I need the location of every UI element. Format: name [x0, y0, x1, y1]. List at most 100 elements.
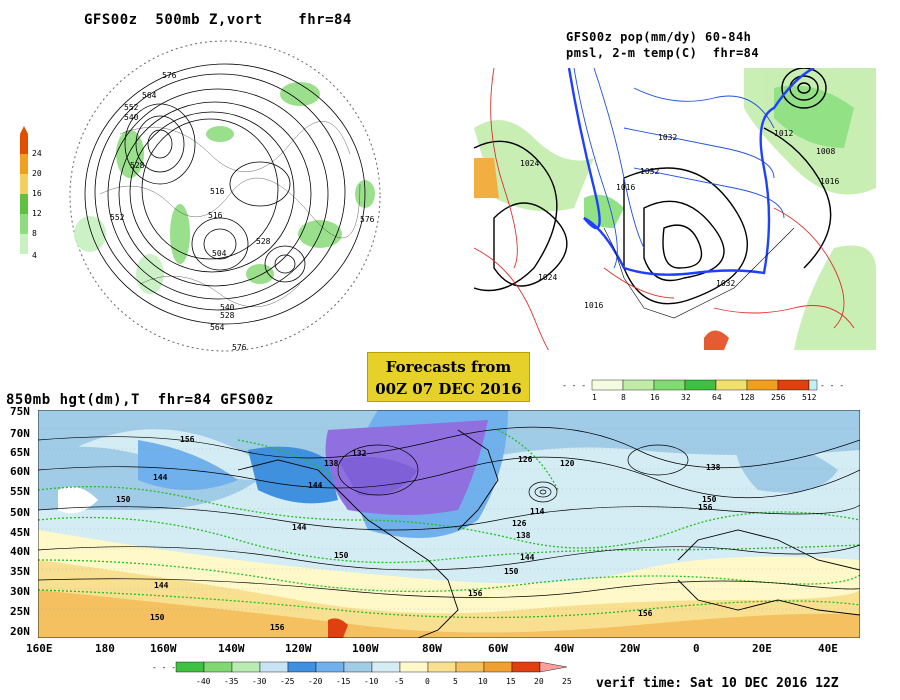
contour-label: 132 [352, 449, 367, 458]
contour-label: 1016 [584, 301, 603, 310]
colorbar-tick: 20 [32, 169, 42, 178]
panel-850mb-title: 850mb hgt(dm),T fhr=84 GFS00z [6, 392, 274, 408]
contour-label: 150 [116, 495, 131, 504]
lon-label: 40E [818, 642, 838, 655]
lat-label: 55N [10, 485, 30, 498]
colorbar-tick: 16 [32, 189, 42, 198]
panel-pop-title-2: pmsl, 2-m temp(C) fhr=84 [566, 46, 760, 60]
contour-label: 138 [706, 463, 721, 472]
contour-label: 1032 [640, 167, 659, 176]
lon-label: 140W [218, 642, 245, 655]
contour-label: 1012 [774, 129, 793, 138]
svg-text:- - -: - - - [562, 381, 586, 390]
forecast-banner-line2: 00Z 07 DEC 2016 [375, 380, 522, 398]
panel-850mb-colorbar: - - - -40 -35 -30 -25 -20 -15 -10 -5 0 5… [152, 661, 572, 686]
colorbar-tick: 128 [740, 393, 755, 402]
contour-label: 138 [516, 531, 531, 540]
contour-label: 150 [150, 613, 165, 622]
lon-label: 20W [620, 642, 640, 655]
colorbar-tick: -25 [280, 677, 295, 686]
lat-label: 65N [10, 446, 30, 459]
lat-label: 20N [10, 625, 30, 638]
colorbar-tick: -10 [364, 677, 379, 686]
contour-label: 156 [468, 589, 483, 598]
contour-label: 564 [210, 323, 225, 332]
colorbar-tick: 4 [32, 251, 37, 260]
lon-label: 20E [752, 642, 772, 655]
contour-label: 126 [512, 519, 527, 528]
contour-label: 540 [124, 113, 139, 122]
contour-label: 144 [520, 553, 535, 562]
contour-label: 576 [162, 71, 177, 80]
colorbar-tick: 15 [506, 677, 516, 686]
lon-label: 120W [285, 642, 312, 655]
contour-label: 552 [110, 213, 125, 222]
contour-label: 144 [153, 473, 168, 482]
contour-label: 156 [270, 623, 285, 632]
panel-pop-map: 1024 1024 1032 1032 1016 1008 1016 1012 … [474, 68, 876, 350]
colorbar-tick: 5 [453, 677, 458, 686]
colorbar-tick: 0 [425, 677, 430, 686]
colorbar-tick: 64 [712, 393, 722, 402]
colorbar-tick: 8 [621, 393, 626, 402]
contour-label: 1024 [538, 273, 557, 282]
contour-label: 1024 [520, 159, 539, 168]
colorbar-tick: 20 [534, 677, 544, 686]
panel-500mb-map: 576 564 552 540 528 516 504 528 516 576 … [69, 40, 381, 352]
lat-label: 50N [10, 506, 30, 519]
contour-label: 540 [220, 303, 235, 312]
contour-label: 528 [256, 237, 271, 246]
verif-time: verif time: Sat 10 DEC 2016 12Z [596, 676, 839, 691]
contour-label: 504 [212, 249, 227, 258]
panel-pop-colorbar: - - - - - - 1 8 16 32 64 128 256 512 [562, 379, 844, 402]
contour-label: 1008 [816, 147, 835, 156]
colorbar-tick: 16 [650, 393, 660, 402]
forecast-banner-line1: Forecasts from [385, 358, 512, 376]
contour-label: 564 [142, 91, 157, 100]
colorbar-tick: 24 [32, 149, 42, 158]
contour-label: 150 [504, 567, 519, 576]
lon-label: 160E [26, 642, 53, 655]
contour-label: 552 [124, 103, 139, 112]
lon-label: 160W [150, 642, 177, 655]
contour-label: 1032 [658, 133, 677, 142]
contour-label: 126 [518, 455, 533, 464]
colorbar-tick: 256 [771, 393, 786, 402]
panel-850mb-map: 156 144 150 132 138 144 126 120 114 126 … [38, 410, 860, 638]
lat-label: 30N [10, 585, 30, 598]
colorbar-tick: 8 [32, 229, 37, 238]
contour-label: 144 [292, 523, 307, 532]
panel-500mb-colorbar: 24 20 16 12 8 4 [20, 126, 42, 260]
colorbar-tick: 1 [592, 393, 597, 402]
contour-label: 528 [130, 161, 145, 170]
svg-text:- - -: - - - [152, 663, 176, 672]
contour-label: 144 [308, 481, 323, 490]
contour-label: 138 [324, 459, 339, 468]
lon-label: 100W [352, 642, 379, 655]
contour-label: 516 [208, 211, 223, 220]
forecast-banner: Forecasts from 00Z 07 DEC 2016 [367, 352, 530, 402]
colorbar-tick: 32 [681, 393, 691, 402]
colorbar-tick: -20 [308, 677, 323, 686]
contour-label: 156 [638, 609, 653, 618]
lon-label: 80W [422, 642, 442, 655]
lat-label: 25N [10, 605, 30, 618]
contour-label: 1032 [716, 279, 735, 288]
lat-label: 60N [10, 465, 30, 478]
contour-label: 150 [702, 495, 717, 504]
lat-label: 35N [10, 565, 30, 578]
panel-pop-title-1: GFS00z pop(mm/dy) 60-84h [566, 30, 752, 44]
contour-label: 1016 [820, 177, 839, 186]
colorbar-tick: 512 [802, 393, 817, 402]
colorbar-tick: -15 [336, 677, 351, 686]
contour-label: 120 [560, 459, 575, 468]
contour-label: 576 [360, 215, 375, 224]
lat-label: 75N [10, 405, 30, 418]
panel-500mb-title: GFS00z 500mb Z,vort fhr=84 [84, 12, 352, 28]
contour-label: 156 [180, 435, 195, 444]
lon-label: 180 [95, 642, 115, 655]
colorbar-tick: -40 [196, 677, 211, 686]
colorbar-tick: 25 [562, 677, 572, 686]
lon-label: 0 [693, 642, 700, 655]
contour-label: 516 [210, 187, 225, 196]
